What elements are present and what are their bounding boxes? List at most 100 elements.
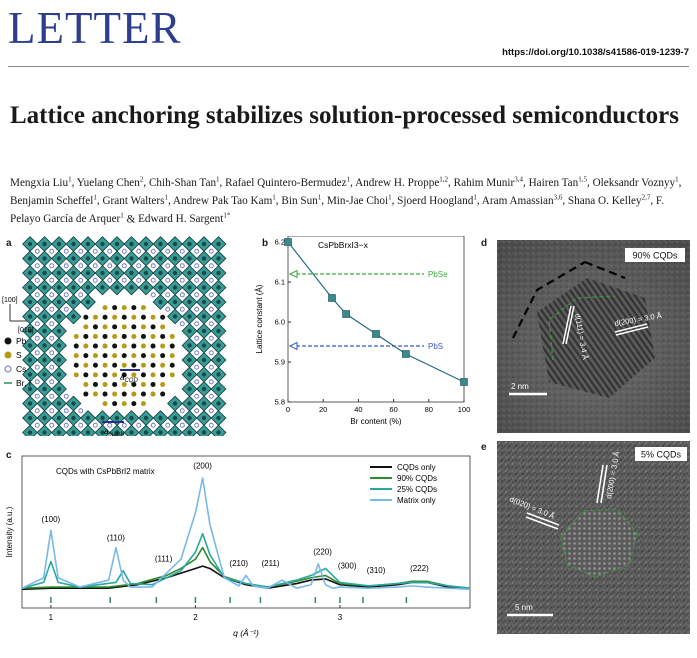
pb-center xyxy=(158,430,163,435)
s-atom xyxy=(92,353,98,359)
cs-ion xyxy=(194,248,200,254)
pb-center xyxy=(201,357,207,363)
pb-atom xyxy=(92,343,98,349)
panel-d-label: 90% CQDs xyxy=(632,251,678,261)
pb-center xyxy=(187,343,192,348)
s-atom xyxy=(131,353,137,359)
pb-center xyxy=(27,270,33,276)
y-tick-label: 6.0 xyxy=(275,318,285,327)
pb-atom xyxy=(102,314,108,320)
cs-ion xyxy=(208,248,214,254)
author-affiliation: 1 xyxy=(346,175,351,183)
pb-center xyxy=(27,430,33,435)
data-point xyxy=(402,350,410,358)
cs-ion xyxy=(194,422,200,428)
data-point xyxy=(372,330,380,338)
chart-title: CsPbBrxI3−x xyxy=(318,240,369,250)
cs-ion xyxy=(107,422,113,428)
pb-center xyxy=(100,285,105,290)
pb-center xyxy=(71,299,76,305)
pb-center xyxy=(71,401,76,406)
s-atom xyxy=(160,324,166,330)
cs-ion xyxy=(136,277,142,283)
pb-atom xyxy=(121,333,127,339)
cs-ion xyxy=(34,292,40,298)
peak-label: (210) xyxy=(229,559,248,568)
pb-center xyxy=(172,299,178,305)
pb-center xyxy=(42,401,47,406)
pb-center xyxy=(71,270,76,276)
legend-label: Matrix only xyxy=(397,496,436,505)
cs-ion xyxy=(165,263,171,269)
cs-ion xyxy=(107,248,113,254)
pb-center xyxy=(27,241,33,247)
pb-center xyxy=(56,372,62,377)
author-affiliation: 1 xyxy=(216,175,220,183)
a-matrix-subscript: matrix xyxy=(108,432,125,436)
s-atom xyxy=(92,391,98,397)
s-atom xyxy=(121,305,127,311)
direction-010-label: [010] xyxy=(18,327,34,334)
s-atom xyxy=(102,305,108,311)
cs-ion xyxy=(34,248,40,254)
s-atom xyxy=(112,333,118,339)
panel-c-letter: c xyxy=(6,450,12,461)
pb-center xyxy=(42,343,47,348)
cs-ion xyxy=(165,306,171,312)
author-name: Min-Jae Choi1 xyxy=(326,193,392,208)
doi-link[interactable]: https://doi.org/10.1038/s41586-019-1239-… xyxy=(502,47,689,58)
cs-ion xyxy=(179,306,185,312)
s-atom xyxy=(112,391,118,397)
pb-center xyxy=(216,415,221,421)
pb-center xyxy=(216,343,221,348)
pb-center xyxy=(143,415,149,421)
pb-center xyxy=(56,270,62,276)
cs-ion xyxy=(34,379,40,385)
cs-ion xyxy=(208,350,214,356)
s-atom xyxy=(140,362,146,368)
y-axis-label: Lattice constant (Å) xyxy=(255,284,264,353)
s-atom xyxy=(102,324,108,330)
s-atom xyxy=(112,372,118,378)
cs-ion xyxy=(194,350,200,356)
pb-center xyxy=(27,386,33,392)
pb-center xyxy=(201,285,207,290)
pb-center xyxy=(187,241,192,247)
pb-center xyxy=(201,401,207,406)
cs-ion xyxy=(121,277,127,283)
s-atom xyxy=(160,343,166,349)
cs-ion xyxy=(63,248,69,254)
y-tick-label: 6.2 xyxy=(275,238,285,247)
cs-ion xyxy=(208,263,214,269)
legend-label: S xyxy=(16,350,22,360)
pb-center xyxy=(114,430,120,435)
cs-ion xyxy=(49,422,55,428)
cs-ion xyxy=(179,408,185,414)
author-name: Sjoerd Hoogland1 xyxy=(397,193,477,208)
pb-center xyxy=(129,285,134,290)
x-tick-label: 1 xyxy=(49,613,54,622)
pb-atom xyxy=(112,343,118,349)
cs-ion xyxy=(165,292,171,298)
s-atom xyxy=(150,314,156,320)
perovskite-lattice xyxy=(22,236,227,436)
legend-marker xyxy=(4,365,12,373)
cs-ion xyxy=(208,379,214,385)
pb-center xyxy=(56,241,62,247)
pb-atom xyxy=(83,372,89,378)
cs-ion xyxy=(150,263,156,269)
peak-label: (200) xyxy=(193,462,212,471)
author-affiliation: 3,6 xyxy=(553,193,563,202)
pb-atom xyxy=(169,343,175,349)
pb-center xyxy=(172,256,178,261)
cs-ion xyxy=(179,248,185,254)
author-name: F. Pelayo García de Arquer1 xyxy=(10,195,665,226)
cs-ion xyxy=(179,263,185,269)
pb-atom xyxy=(131,401,137,407)
s-atom xyxy=(121,401,127,407)
reference-arrowhead xyxy=(288,269,298,279)
pb-center xyxy=(42,314,47,319)
peak-label: (220) xyxy=(313,548,332,557)
pb-center xyxy=(187,386,192,392)
pb-center xyxy=(27,415,33,421)
